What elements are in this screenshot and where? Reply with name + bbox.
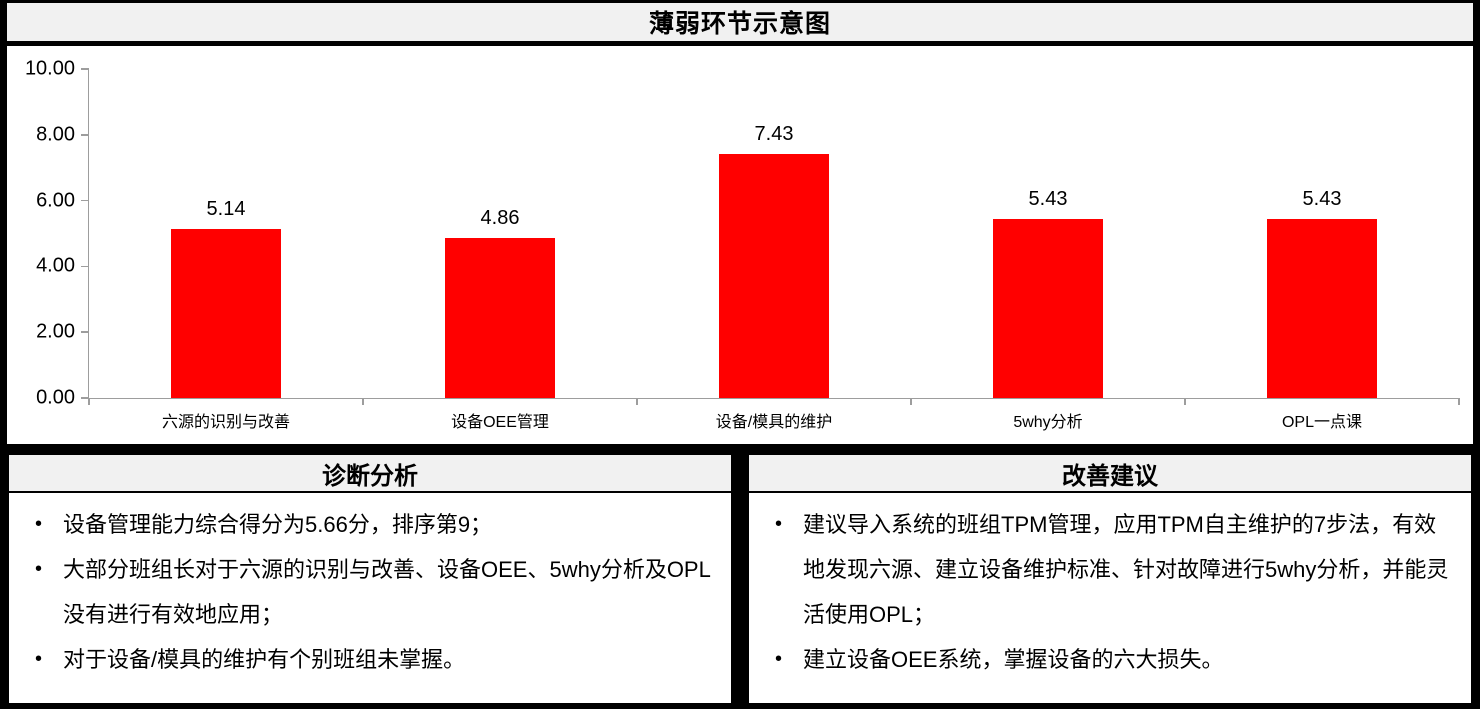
chart-area: 0.00 2.00 4.00 6.00 8.00 10.00 5.14 六源的识别与改善 4.8… <box>7 46 1473 444</box>
bullet-item: 建议导入系统的班组TPM管理，应用TPM自主维护的7步法，有效地发现六源、建立设… <box>763 502 1453 637</box>
diagnosis-body: 设备管理能力综合得分为5.66分，排序第9；大部分班组长对于六源的识别与改善、设… <box>7 493 733 705</box>
improvement-panel: 改善建议 建议导入系统的班组TPM管理，应用TPM自主维护的7步法，有效地发现六… <box>747 453 1473 705</box>
x-tick-mark <box>88 398 90 405</box>
y-tick-mark <box>81 134 89 136</box>
bar-value-label: 7.43 <box>754 122 794 145</box>
analysis-section: 诊断分析 设备管理能力综合得分为5.66分，排序第9；大部分班组长对于六源的识别… <box>7 453 1473 705</box>
y-tick-label: 8.00 <box>36 123 75 146</box>
improvement-title: 改善建议 <box>1062 462 1158 490</box>
y-tick-label: 0.00 <box>36 386 75 409</box>
plot-area: 0.00 2.00 4.00 6.00 8.00 10.00 5.14 六源的识别与改善 4.8… <box>25 58 1460 431</box>
bullet-item: 对于设备/模具的维护有个别班组未掌握。 <box>23 637 713 682</box>
x-category-label: 5why分析 <box>1013 414 1083 431</box>
bar-value-label: 5.43 <box>1028 188 1068 211</box>
x-tick-mark <box>362 398 364 405</box>
bullet-item: 建立设备OEE系统，掌握设备的六大损失。 <box>763 637 1453 682</box>
x-tick-mark <box>1184 398 1186 405</box>
bar-value-label: 5.14 <box>206 197 246 220</box>
diagnosis-header: 诊断分析 <box>7 453 733 493</box>
x-category-label: 设备OEE管理 <box>451 414 549 431</box>
y-tick-label: 6.00 <box>36 189 75 212</box>
y-tick-label: 4.00 <box>36 254 75 277</box>
improvement-header: 改善建议 <box>747 453 1473 493</box>
y-tick-mark <box>81 397 89 399</box>
y-tick-mark <box>81 265 89 268</box>
bar-3 <box>719 153 829 398</box>
y-tick-label: 10.00 <box>24 57 75 80</box>
bar-2 <box>445 238 555 398</box>
bar-1 <box>171 228 281 398</box>
bullet-item: 设备管理能力综合得分为5.66分，排序第9； <box>23 502 713 547</box>
x-category-label: 六源的识别与改善 <box>161 414 291 431</box>
x-tick-mark <box>910 398 912 405</box>
y-tick-mark <box>81 68 89 70</box>
bar-4 <box>993 219 1103 398</box>
x-category-label: 设备/模具的维护 <box>715 414 833 431</box>
improvement-bullet-list: 建议导入系统的班组TPM管理，应用TPM自主维护的7步法，有效地发现六源、建立设… <box>763 502 1453 682</box>
diagnosis-panel: 诊断分析 设备管理能力综合得分为5.66分，排序第9；大部分班组长对于六源的识别… <box>7 453 733 705</box>
chart-title-bar: 薄弱环节示意图 <box>7 3 1473 41</box>
bar-5 <box>1267 219 1377 398</box>
bar-value-label: 5.43 <box>1302 188 1342 211</box>
bar-value-label: 4.86 <box>480 207 520 230</box>
improvement-body: 建议导入系统的班组TPM管理，应用TPM自主维护的7步法，有效地发现六源、建立设… <box>747 493 1473 705</box>
y-tick-mark <box>81 199 89 202</box>
x-tick-mark <box>1458 398 1460 405</box>
y-tick-mark <box>81 331 89 333</box>
x-category-label: OPL一点课 <box>1281 414 1363 431</box>
bullet-item: 大部分班组长对于六源的识别与改善、设备OEE、5why分析及OPL没有进行有效地… <box>23 547 713 637</box>
diagnosis-bullet-list: 设备管理能力综合得分为5.66分，排序第9；大部分班组长对于六源的识别与改善、设… <box>23 502 713 682</box>
chart-title: 薄弱环节示意图 <box>648 10 831 38</box>
x-tick-mark <box>636 398 638 405</box>
y-tick-label: 2.00 <box>36 320 75 343</box>
diagnosis-title: 诊断分析 <box>322 462 418 490</box>
